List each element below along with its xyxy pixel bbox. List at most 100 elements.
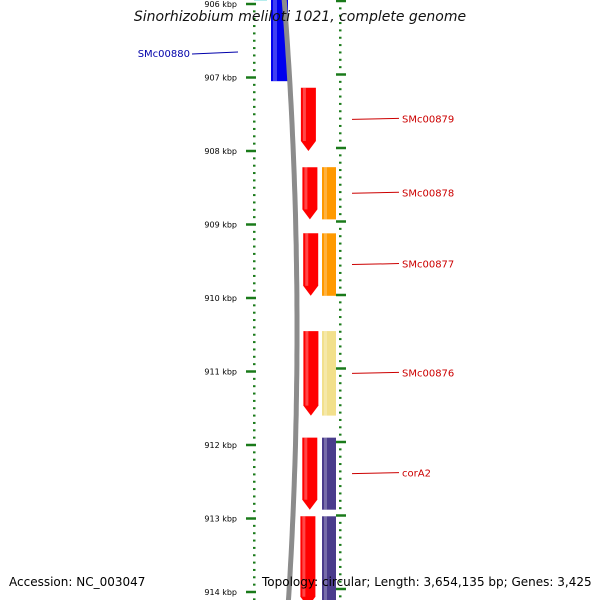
ruler-minor-dot: [339, 102, 342, 105]
leader-line: [351, 117, 400, 120]
ruler-minor-dot: [339, 169, 342, 172]
cds-feature: [322, 167, 336, 220]
ruler-minor-dot: [339, 470, 342, 473]
ruler-minor-dot: [253, 524, 256, 527]
ruler-minor-dot: [253, 546, 256, 549]
tick-label: 914 kbp: [204, 588, 237, 597]
ruler-minor-dot: [253, 274, 256, 277]
ruler-minor-dot: [253, 54, 256, 57]
gene-label-smc00878: SMc00878: [402, 188, 454, 199]
gene-smc00877: [303, 233, 319, 296]
ruler-minor-dot: [339, 580, 342, 583]
cds-highlight: [324, 437, 327, 510]
ruler-minor-dot: [253, 127, 256, 130]
gene-arrow: [300, 516, 316, 600]
tick-label: 909 kbp: [204, 221, 237, 230]
ruler-minor-dot: [339, 301, 342, 304]
ruler-minor-dot: [339, 367, 342, 370]
ruler-minor-dot: [339, 124, 342, 127]
ruler-minor-dot: [253, 39, 256, 42]
gene-highlight: [305, 331, 309, 406]
ruler-minor-dot: [253, 561, 256, 564]
gene-highlight: [305, 233, 309, 286]
ruler-minor-dot: [253, 47, 256, 50]
ruler-minor-dot: [253, 10, 256, 13]
ruler-minor-dot: [339, 565, 342, 568]
ruler-minor-dot: [253, 591, 256, 593]
cds-feature: [322, 331, 336, 416]
ruler-minor-dot: [253, 186, 256, 189]
ruler-minor-dot: [339, 499, 342, 502]
ruler-minor-dot: [253, 421, 256, 424]
ruler-minor-dot: [339, 433, 342, 436]
ruler-minor-dot: [253, 120, 256, 123]
ruler-minor-dot: [253, 532, 256, 535]
ruler-minor-dot: [339, 176, 342, 179]
cds-highlight: [324, 167, 327, 220]
ruler-minor-dot: [339, 316, 342, 319]
ruler-minor-dot: [339, 536, 342, 539]
ruler-minor-dot: [253, 341, 256, 344]
ruler-minor-dot: [253, 282, 256, 285]
ruler-minor-dot: [339, 183, 342, 186]
ruler-minor-dot: [253, 583, 256, 586]
ruler-minor-dot: [339, 279, 342, 282]
ruler-minor-dot: [339, 44, 342, 47]
ruler-minor-dot: [253, 238, 256, 241]
ruler-minor-dot: [253, 539, 256, 542]
gene-features: [254, 0, 336, 600]
ruler-minor-dot: [339, 58, 342, 61]
ruler-minor-dot: [253, 172, 256, 175]
ruler-minor-dot: [253, 150, 256, 152]
ruler-minor-dot: [253, 3, 256, 5]
ruler-minor-dot: [253, 319, 256, 322]
ruler-minor-dots-left: [253, 3, 256, 600]
ruler-minor-dot: [339, 110, 342, 113]
ruler-minor-dot: [339, 477, 342, 480]
gene-label-smc00880: SMc00880: [138, 49, 190, 60]
ruler-minor-dot: [339, 345, 342, 348]
ruler-minor-dot: [253, 473, 256, 476]
map-title: Sinorhizobium meliloti 1021, complete ge…: [133, 9, 467, 25]
ruler-minor-dot: [339, 492, 342, 495]
ruler-minor-dot: [339, 543, 342, 546]
tick-label: 907 kbp: [204, 74, 237, 83]
gene-smc00878: [302, 167, 318, 220]
ruler-minor-dot: [339, 485, 342, 488]
leader-line: [351, 472, 400, 475]
ruler-minor-dot: [253, 32, 256, 35]
ruler-minor-dot: [253, 17, 256, 20]
ruler-minor-dot: [253, 480, 256, 483]
ruler-minor-dot: [339, 264, 342, 267]
ruler-minor-dot: [253, 348, 256, 351]
ruler-minor-dot: [253, 495, 256, 498]
ruler-minor-dot: [339, 242, 342, 245]
ruler-minor-dot: [253, 230, 256, 233]
ruler-minor-dot: [253, 252, 256, 255]
leader-line: [351, 371, 400, 374]
ruler-minor-dot: [339, 132, 342, 135]
ruler-minor-dot: [253, 429, 256, 432]
ruler-minor-dot: [339, 14, 342, 17]
ruler-minor-dot: [339, 411, 342, 414]
gene-smc00879: [300, 87, 316, 151]
ruler-minor-dot: [253, 407, 256, 410]
ruler-minor-dot: [253, 414, 256, 417]
ruler-minor-dot: [253, 289, 256, 292]
ruler-minor-dot: [339, 22, 342, 25]
ruler-minor-dot: [253, 576, 256, 579]
ruler-minor-dot: [253, 458, 256, 461]
gene-label-cora2: corA2: [402, 469, 431, 480]
ruler-minor-dot: [339, 418, 342, 421]
gene-smc00876: [303, 331, 319, 416]
ruler-minor-dot: [339, 551, 342, 554]
ruler-minor-dot: [253, 451, 256, 454]
ruler-minor-dot: [339, 286, 342, 289]
tick-label: 906 kbp: [204, 0, 237, 9]
ruler-minor-dot: [253, 98, 256, 101]
ruler-minor-dot: [339, 139, 342, 142]
ruler-minor-dot: [253, 304, 256, 307]
ruler-minor-dot: [339, 88, 342, 91]
ruler-minor-dot: [339, 36, 342, 39]
